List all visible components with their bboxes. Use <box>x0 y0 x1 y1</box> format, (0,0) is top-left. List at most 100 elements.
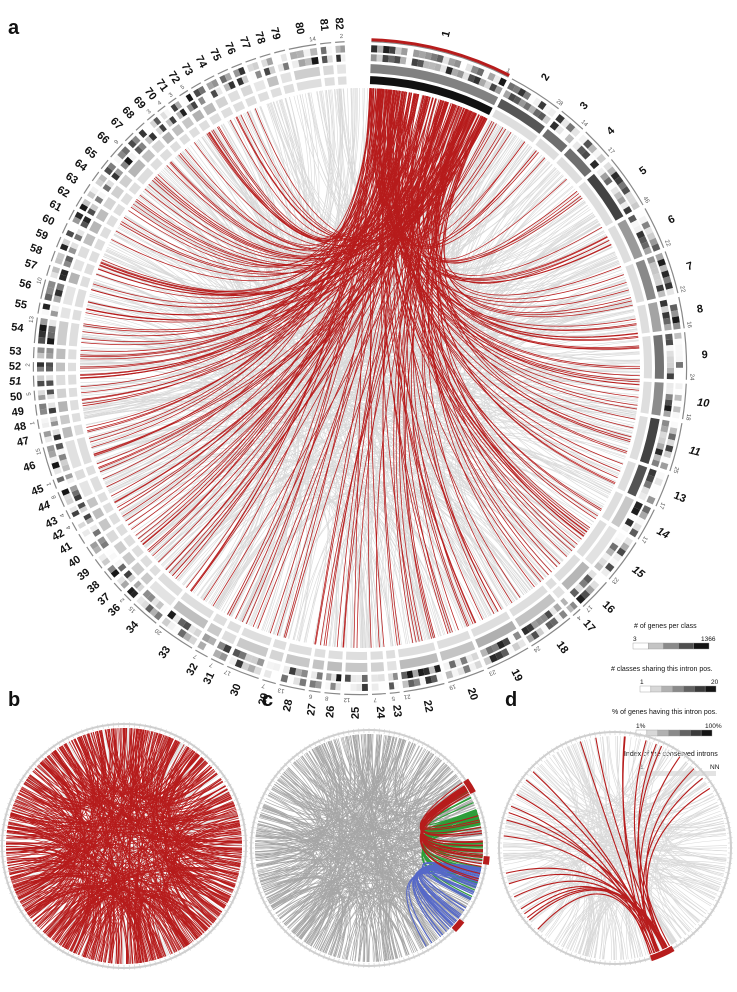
percent-track <box>98 518 112 532</box>
heat-cell <box>46 380 54 386</box>
grey-link <box>283 892 343 956</box>
ring-tick <box>450 762 455 767</box>
class-segment-32 <box>195 613 228 658</box>
heat-cell <box>388 46 396 54</box>
ring-tick <box>270 913 275 918</box>
conserved-index-track <box>76 437 92 465</box>
red-link <box>190 88 375 592</box>
grey-link <box>398 475 577 644</box>
class-count-label: 7 <box>208 661 214 668</box>
ring-tick <box>687 757 692 762</box>
grey-link <box>540 763 708 812</box>
grey-link <box>84 402 615 485</box>
class-label: 13 <box>672 490 688 506</box>
heat-cell <box>436 54 444 63</box>
heat-cell <box>104 166 113 176</box>
class-segment-4 <box>556 131 610 185</box>
grey-link <box>309 733 370 946</box>
heat-cell <box>665 333 673 340</box>
grey-link <box>578 741 638 958</box>
heat-cell <box>37 389 46 396</box>
heat-cell <box>674 332 682 340</box>
conserved-index-track <box>69 399 80 411</box>
ring-tick <box>218 770 223 774</box>
class-segment-58 <box>50 250 95 276</box>
ruler-arc <box>65 510 71 520</box>
percent-track <box>56 348 66 360</box>
grey-link <box>219 495 433 639</box>
ring-tick <box>231 896 237 899</box>
ring-tick <box>2 818 8 821</box>
red-link <box>152 109 468 260</box>
heat-cell <box>56 282 65 291</box>
grey-link <box>374 315 636 648</box>
heat-cell <box>629 528 639 538</box>
heat-cell <box>570 127 581 137</box>
heat-cell <box>492 74 502 84</box>
percent-track <box>74 468 86 481</box>
red-link <box>7 735 95 830</box>
percent-track <box>105 529 119 544</box>
red-link <box>27 885 199 939</box>
red-link <box>393 90 631 441</box>
heat-cell <box>587 569 597 579</box>
ring-tick <box>1 861 7 863</box>
red-link <box>353 88 371 648</box>
heat-cell <box>193 628 203 638</box>
class-label: 14 <box>655 525 672 541</box>
grey-link <box>503 857 717 896</box>
class-segment-43 <box>65 491 109 520</box>
heat-cell <box>202 93 211 103</box>
grey-link <box>269 884 410 955</box>
heat-cell <box>130 590 139 599</box>
grey-link <box>103 448 367 648</box>
red-link <box>16 796 83 944</box>
red-link <box>10 864 69 894</box>
ring-tick <box>262 792 268 796</box>
class-segment-5 <box>578 159 644 227</box>
ring-tick <box>9 798 15 801</box>
heat-cell <box>491 642 500 652</box>
red-link <box>404 116 484 639</box>
red-link <box>118 727 126 964</box>
grey-link <box>165 480 471 626</box>
ring-tick <box>183 738 187 744</box>
red-link <box>96 117 486 465</box>
grey-link <box>380 298 632 648</box>
ring-tick <box>283 929 288 934</box>
grey-link <box>519 766 693 908</box>
ring-tick <box>283 762 288 767</box>
grey-link <box>80 88 341 351</box>
ring-tick <box>211 762 216 766</box>
main-class-labels: 1128214317446522622716824918102511171317… <box>9 17 711 720</box>
ring-tick <box>721 807 726 810</box>
heat-cell <box>645 474 655 483</box>
conserved-index-track <box>637 304 650 334</box>
heat-cell <box>39 324 47 332</box>
ring-tick <box>497 862 504 864</box>
grey-link <box>512 740 648 817</box>
ring-tick <box>589 732 591 738</box>
conserved-index-track <box>270 87 283 98</box>
heat-cell <box>172 613 182 624</box>
red-link <box>18 789 72 820</box>
heat-cell <box>155 600 165 610</box>
ring-tick <box>594 959 596 965</box>
legend-title: # of genes per class <box>634 623 697 630</box>
ring-tick <box>144 963 146 969</box>
ruler-arc <box>259 53 271 58</box>
grey-link <box>556 785 709 944</box>
percent-track <box>57 400 69 413</box>
class-label: 76 <box>222 41 238 57</box>
ruler-arc <box>123 593 132 602</box>
ruler-arc <box>324 692 341 695</box>
class-label: 53 <box>9 345 22 358</box>
heat-cell <box>560 597 569 607</box>
ring-tick <box>249 832 256 834</box>
heat-cell <box>47 393 55 400</box>
class-label: 75 <box>207 47 223 63</box>
conserved-index-track <box>232 100 246 113</box>
ring-tick <box>139 723 141 729</box>
grey-link <box>96 272 531 591</box>
class-label: 56 <box>18 277 33 292</box>
